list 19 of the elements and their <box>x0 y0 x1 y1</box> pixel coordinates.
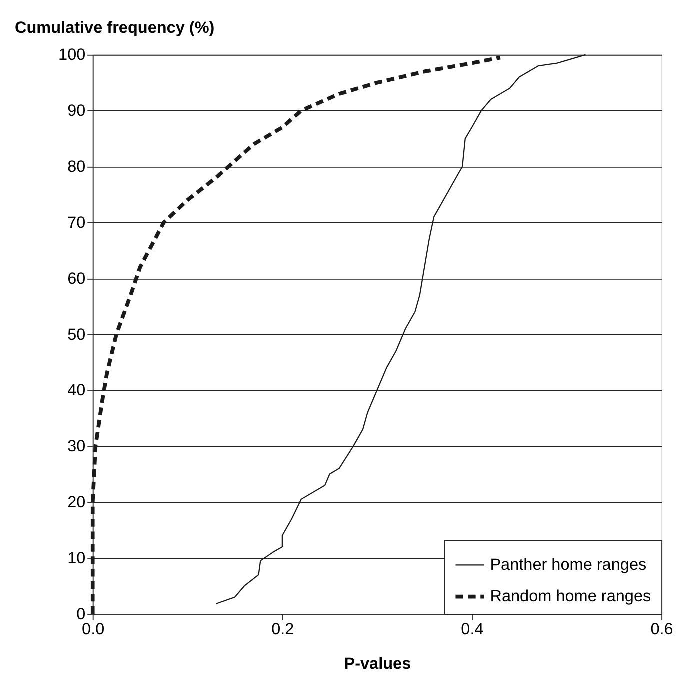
y-tick-label: 70 <box>68 214 86 232</box>
y-tick-label: 50 <box>68 326 86 344</box>
y-tick-label: 30 <box>68 438 86 456</box>
x-tick-label: 0.2 <box>272 620 294 639</box>
legend-label: Panther home ranges <box>490 556 647 574</box>
legend-label: Random home ranges <box>490 588 652 606</box>
x-axis-title: P-values <box>344 655 412 674</box>
x-tick-label: 0.4 <box>461 620 484 639</box>
y-tick-label: 0 <box>76 605 86 624</box>
y-tick-label: 20 <box>68 493 86 512</box>
y-tick-label: 60 <box>68 270 86 288</box>
y-tick-label: 100 <box>58 46 86 64</box>
x-tick-label: 0.6 <box>650 620 674 639</box>
y-tick-label: 80 <box>68 158 86 176</box>
y-tick-label: 40 <box>68 382 86 400</box>
y-tick-label: 90 <box>68 102 86 120</box>
y-tick-label: 10 <box>68 549 86 568</box>
x-tick-label: 0.0 <box>82 620 105 639</box>
y-axis-title: Cumulative frequency (%) <box>14 18 215 37</box>
